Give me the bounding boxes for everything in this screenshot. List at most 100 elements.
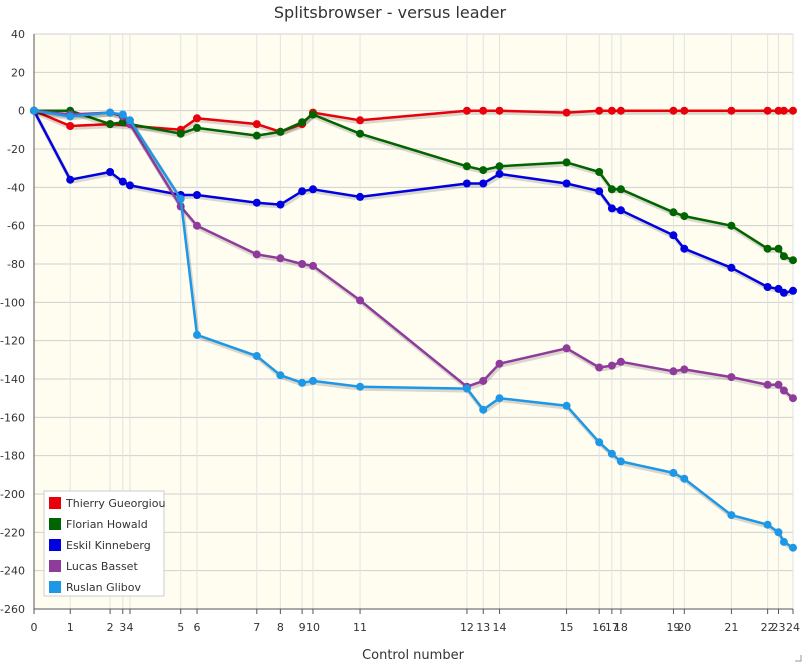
data-point[interactable] <box>356 116 365 125</box>
data-point[interactable] <box>779 386 788 395</box>
data-point[interactable] <box>779 537 788 546</box>
data-point[interactable] <box>616 106 625 115</box>
data-point[interactable] <box>669 208 678 217</box>
data-point[interactable] <box>106 120 115 129</box>
data-point[interactable] <box>595 106 604 115</box>
data-point[interactable] <box>562 158 571 167</box>
data-point[interactable] <box>66 112 75 121</box>
data-point[interactable] <box>727 373 736 382</box>
data-point[interactable] <box>252 120 261 129</box>
data-point[interactable] <box>193 221 201 230</box>
data-point[interactable] <box>193 114 201 123</box>
data-point[interactable] <box>309 261 317 270</box>
resize-grip-icon[interactable] <box>795 655 802 662</box>
data-point[interactable] <box>176 194 185 203</box>
data-point[interactable] <box>495 359 504 368</box>
data-point[interactable] <box>66 175 75 184</box>
data-point[interactable] <box>763 520 772 529</box>
data-point[interactable] <box>669 106 678 115</box>
data-point[interactable] <box>126 181 134 190</box>
series-line-5[interactable] <box>33 109 794 549</box>
data-point[interactable] <box>462 384 471 393</box>
data-point[interactable] <box>356 296 365 305</box>
data-point[interactable] <box>276 254 285 263</box>
data-point[interactable] <box>727 511 736 520</box>
data-point[interactable] <box>680 474 689 483</box>
data-point[interactable] <box>607 361 616 370</box>
data-point[interactable] <box>298 118 307 127</box>
data-point[interactable] <box>309 185 317 194</box>
data-point[interactable] <box>779 106 788 115</box>
data-point[interactable] <box>763 106 772 115</box>
data-point[interactable] <box>763 380 772 389</box>
data-point[interactable] <box>669 231 678 240</box>
data-point[interactable] <box>276 371 285 380</box>
data-point[interactable] <box>616 185 625 194</box>
data-point[interactable] <box>562 179 571 188</box>
data-point[interactable] <box>356 382 365 391</box>
data-point[interactable] <box>562 108 571 117</box>
data-point[interactable] <box>562 401 571 410</box>
data-point[interactable] <box>479 166 488 175</box>
data-point[interactable] <box>276 127 285 136</box>
data-point[interactable] <box>462 179 471 188</box>
data-point[interactable] <box>252 352 261 360</box>
data-point[interactable] <box>462 106 471 115</box>
data-point[interactable] <box>106 168 115 176</box>
data-point[interactable] <box>680 212 689 221</box>
data-point[interactable] <box>789 543 797 552</box>
data-point[interactable] <box>356 129 365 138</box>
data-point[interactable] <box>298 260 307 268</box>
data-point[interactable] <box>298 378 307 387</box>
data-point[interactable] <box>495 162 504 171</box>
data-point[interactable] <box>252 131 261 140</box>
data-point[interactable] <box>276 200 285 209</box>
data-point[interactable] <box>789 106 797 115</box>
data-point[interactable] <box>779 252 788 261</box>
data-point[interactable] <box>763 283 772 291</box>
data-point[interactable] <box>789 394 797 403</box>
data-point[interactable] <box>495 106 504 115</box>
data-point[interactable] <box>680 106 689 115</box>
data-point[interactable] <box>727 106 736 115</box>
data-point[interactable] <box>309 110 317 119</box>
data-point[interactable] <box>66 122 75 130</box>
data-point[interactable] <box>680 244 689 253</box>
data-point[interactable] <box>252 250 261 259</box>
data-point[interactable] <box>595 438 604 447</box>
data-point[interactable] <box>106 108 115 117</box>
data-point[interactable] <box>479 179 488 188</box>
data-point[interactable] <box>774 244 783 253</box>
data-point[interactable] <box>595 168 604 176</box>
data-point[interactable] <box>298 187 307 196</box>
data-point[interactable] <box>616 357 625 366</box>
data-point[interactable] <box>595 363 604 372</box>
data-point[interactable] <box>763 244 772 253</box>
data-point[interactable] <box>727 263 736 272</box>
data-point[interactable] <box>479 405 488 414</box>
data-point[interactable] <box>356 192 365 201</box>
series-line-2[interactable] <box>34 109 794 262</box>
data-point[interactable] <box>30 106 38 115</box>
data-point[interactable] <box>176 129 185 138</box>
data-point[interactable] <box>669 367 678 376</box>
data-point[interactable] <box>126 116 134 125</box>
data-point[interactable] <box>479 106 488 115</box>
data-point[interactable] <box>193 330 201 339</box>
data-point[interactable] <box>118 110 127 119</box>
data-point[interactable] <box>462 162 471 171</box>
data-point[interactable] <box>495 169 504 178</box>
data-point[interactable] <box>774 380 783 389</box>
data-point[interactable] <box>595 187 604 196</box>
data-point[interactable] <box>607 106 616 115</box>
series-line-3[interactable] <box>32 110 794 295</box>
data-point[interactable] <box>774 528 783 537</box>
data-point[interactable] <box>252 198 261 207</box>
data-point[interactable] <box>669 468 678 477</box>
data-point[interactable] <box>680 365 689 374</box>
data-point[interactable] <box>727 221 736 230</box>
data-point[interactable] <box>616 457 625 466</box>
data-point[interactable] <box>562 344 571 353</box>
data-point[interactable] <box>789 256 797 265</box>
series-line-4[interactable] <box>33 109 794 400</box>
